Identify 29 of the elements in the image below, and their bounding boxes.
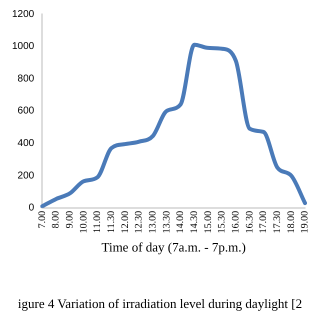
- y-tick-label: 200: [18, 170, 35, 182]
- x-tick-label: 11.30: [106, 210, 118, 234]
- x-tick-label: 15.30: [216, 210, 228, 234]
- x-tick-label: 19.00: [300, 210, 311, 234]
- x-tick-label: 18.00: [286, 210, 297, 234]
- x-tick-label: 15.00: [202, 210, 214, 234]
- x-tick-label: 13.30: [161, 210, 172, 234]
- y-tick-label: 1000: [12, 41, 35, 52]
- x-axis-title: Time of day (7a.m. - 7p.m.): [101, 240, 246, 255]
- y-tick-label: 400: [18, 138, 35, 150]
- x-tick-label: 7.00: [36, 210, 48, 228]
- x-tick-label: 14.30: [188, 210, 200, 234]
- x-tick-label: 16.00: [230, 210, 242, 234]
- text: igure 4 Variation of irradiation level during daylight [2: [16, 296, 304, 312]
- x-tick-label: 12.30: [134, 210, 145, 234]
- x-tick-label: 17.30: [272, 210, 283, 234]
- y-tick-label: 1200: [12, 8, 35, 20]
- x-tick-label: 12.00: [120, 210, 131, 234]
- x-tick-label: 13.00: [148, 210, 159, 234]
- y-tick-label: 600: [18, 106, 35, 117]
- x-tick-label: 16.30: [244, 210, 256, 234]
- x-tick-label: 11.00: [92, 210, 104, 234]
- x-tick-label: 9.00: [64, 210, 76, 228]
- x-tick-label: 8.00: [50, 210, 62, 228]
- x-tick-label: 10.00: [78, 210, 90, 234]
- x-tick-label: 17.00: [258, 210, 270, 234]
- x-tick-label: 14.00: [175, 210, 186, 234]
- y-tick-label: 800: [18, 73, 35, 84]
- y-tick-label: 0: [28, 202, 35, 214]
